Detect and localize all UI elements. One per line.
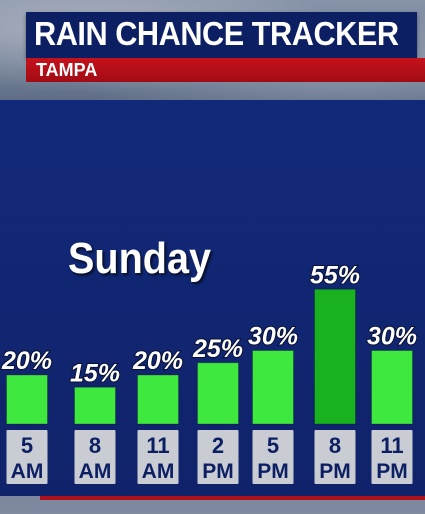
location-bar: TAMPA [26,58,425,82]
bar [6,374,48,425]
time-label-ampm: PM [202,460,234,483]
bar-value-label: 30% [248,323,298,351]
time-label-hour: 8 [329,433,341,458]
bar-value-label: 20% [132,347,183,375]
bar-value-label: 20% [1,347,52,375]
bar [371,350,413,425]
time-label-ampm: PM [257,460,289,483]
bar-value-label: 55% [310,261,360,289]
time-label-box [6,430,48,484]
day-label: Sunday [68,234,212,283]
bottom-accent-line [40,496,425,500]
time-label-box [314,430,356,484]
bar-value-label: 15% [70,359,120,387]
bar [74,386,116,425]
time-label-box [74,430,116,484]
time-label-box [371,430,413,484]
time-label-ampm: PM [319,460,351,483]
time-label-hour: 5 [267,433,279,458]
time-label-hour: 2 [212,433,224,458]
time-label-hour: 5 [21,433,33,458]
time-label-box [137,430,179,484]
time-label-ampm: AM [11,460,44,483]
location-label: TAMPA [36,60,98,80]
time-label-hour: 8 [89,433,101,458]
bar [137,374,179,425]
time-label-box [197,430,239,484]
chart-title: RAIN CHANCE TRACKER [34,15,399,52]
time-label-box [252,430,294,484]
bar [252,350,294,425]
time-label-ampm: AM [142,460,175,483]
bar-value-label: 30% [367,323,417,351]
time-label-hour: 11 [146,433,169,458]
bar-value-label: 25% [192,335,243,363]
time-label-ampm: PM [376,460,408,483]
title-bar: RAIN CHANCE TRACKER [26,12,417,58]
bar [197,362,239,425]
time-label-hour: 11 [380,433,403,458]
time-label-ampm: AM [79,460,112,483]
bar [314,288,356,425]
